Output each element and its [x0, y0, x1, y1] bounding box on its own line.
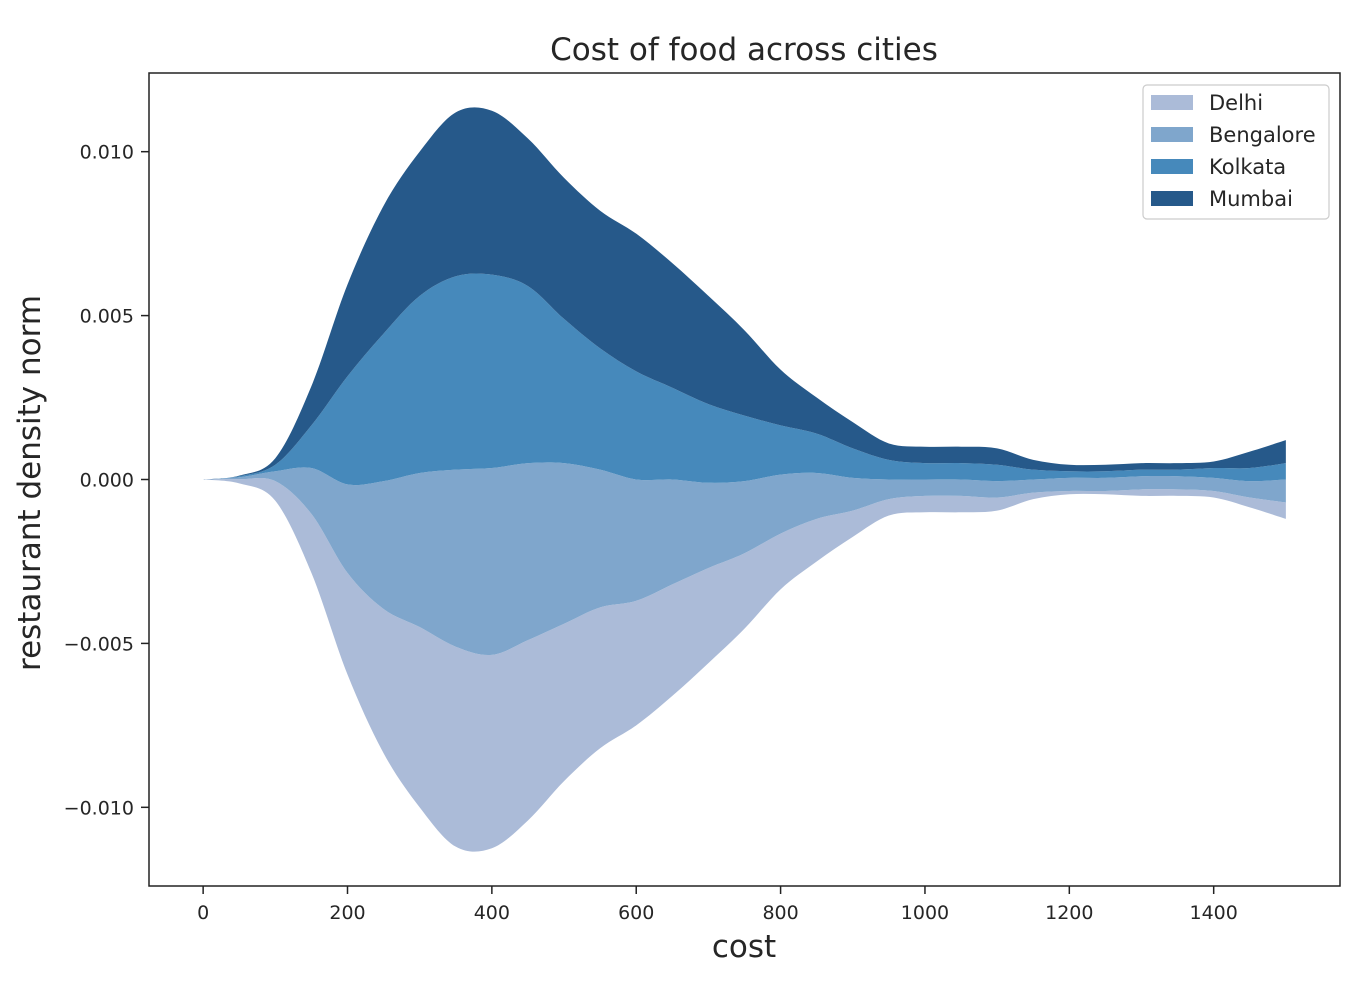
x-tick-label: 400: [474, 902, 510, 924]
areas-layer: [203, 107, 1286, 852]
x-tick-label: 200: [329, 902, 365, 924]
x-tick-label: 800: [762, 902, 798, 924]
x-tick-label: 600: [618, 902, 654, 924]
y-tick-label: −0.010: [64, 797, 134, 819]
legend-label: Mumbai: [1209, 187, 1293, 211]
x-axis: 0 200 400 600 800 1000 1200 1400: [197, 886, 1238, 924]
legend-label: Kolkata: [1209, 155, 1286, 179]
x-tick-label: 1000: [901, 902, 949, 924]
area-bengalore: [203, 462, 1286, 656]
legend-label: Delhi: [1209, 91, 1263, 115]
y-tick-label: −0.005: [64, 633, 134, 655]
legend: Delhi Bengalore Kolkata Mumbai: [1142, 84, 1330, 220]
legend-swatch: [1151, 159, 1193, 174]
y-tick-label: 0.005: [80, 306, 134, 328]
legend-box: [1142, 84, 1330, 220]
y-axis: 0.010 0.005 0.000 −0.005 −0.010: [64, 142, 149, 819]
legend-swatch: [1151, 127, 1193, 142]
chart-title: Cost of food across cities: [550, 32, 938, 68]
x-tick-label: 0: [197, 902, 209, 924]
legend-label: Bengalore: [1209, 123, 1316, 147]
x-axis-label: cost: [712, 929, 776, 965]
area-mumbai: [203, 107, 1286, 480]
y-axis-label: restaurant density norm: [12, 295, 48, 671]
y-tick-label: 0.000: [80, 470, 134, 492]
x-tick-label: 1400: [1190, 902, 1238, 924]
legend-swatch: [1151, 95, 1193, 110]
legend-swatch: [1151, 191, 1193, 206]
x-tick-label: 1200: [1045, 902, 1093, 924]
y-tick-label: 0.010: [80, 142, 134, 164]
area-kolkata: [203, 273, 1286, 486]
area-delhi: [203, 478, 1286, 852]
